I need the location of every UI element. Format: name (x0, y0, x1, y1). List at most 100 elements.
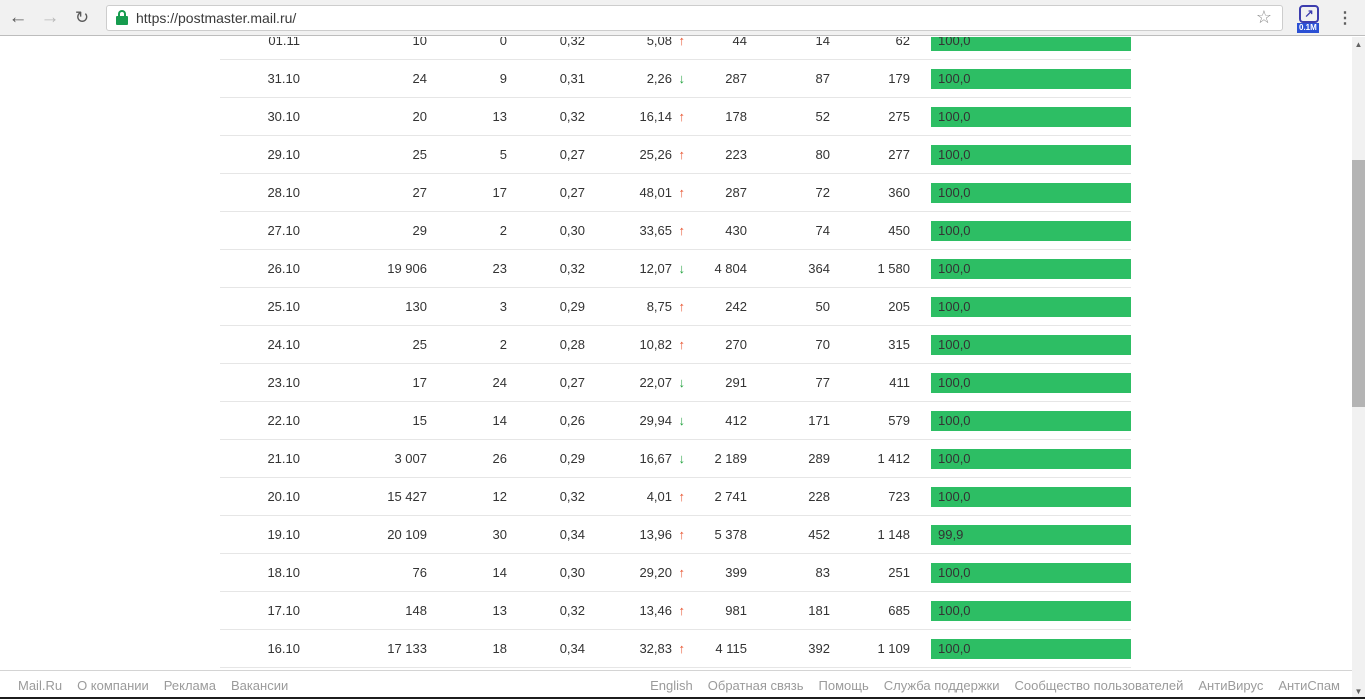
date-cell: 29.10 (267, 147, 300, 162)
footer-link[interactable]: English (650, 677, 693, 693)
percent-bar-cell: 100,0 (910, 372, 1131, 393)
footer-link[interactable]: О компании (77, 677, 149, 693)
value-cell: 25 (412, 337, 427, 352)
table-row: 29.10 25 5 0,27 25,26 ↑ 223 80 277 100,0 (220, 136, 1131, 174)
footer-link[interactable]: Вакансии (230, 677, 289, 693)
value-cell: 450 (888, 223, 910, 238)
value-cell: 72 (815, 185, 830, 200)
value-cell: 0,34 (559, 527, 585, 542)
trend-down-icon: ↓ (678, 261, 686, 276)
percent-bar-cell: 100,0 (910, 600, 1131, 621)
back-icon[interactable]: ← (8, 6, 28, 28)
value-cell: 0,27 (559, 147, 585, 162)
trend-up-icon: ↑ (678, 299, 686, 314)
footer-link[interactable]: Реклама (163, 677, 216, 693)
change-value: 33,65 (639, 223, 672, 238)
date-cell: 31.10 (267, 71, 300, 86)
value-cell: 130 (405, 299, 427, 314)
value-cell: 287 (725, 185, 747, 200)
value-cell: 25 (412, 147, 427, 162)
value-cell: 13 (492, 109, 507, 124)
vertical-scrollbar[interactable]: ▲ ▼ (1352, 37, 1365, 699)
value-cell: 83 (815, 565, 830, 580)
table-row: 16.10 17 133 18 0,34 32,83 ↑ 4 115 392 1 109 100,… (220, 630, 1131, 668)
value-cell: 1 412 (877, 451, 910, 466)
trend-up-icon: ↑ (678, 37, 686, 48)
https-lock-icon[interactable] (116, 10, 128, 25)
percent-bar-cell: 100,0 (910, 410, 1131, 431)
footer-link[interactable]: АнтиВирус (1198, 677, 1264, 693)
value-cell: 430 (725, 223, 747, 238)
percent-bar: 100,0 (931, 448, 1131, 469)
value-cell: 0,32 (559, 489, 585, 504)
value-cell: 171 (808, 413, 830, 428)
address-bar[interactable]: https://postmaster.mail.ru/ ☆ (106, 4, 1283, 31)
scrollbar-thumb[interactable] (1352, 160, 1365, 407)
value-cell: 0,31 (559, 71, 585, 86)
value-cell: 291 (725, 375, 747, 390)
value-cell: 30 (492, 527, 507, 542)
value-cell: 205 (888, 299, 910, 314)
url-text[interactable]: https://postmaster.mail.ru/ (136, 9, 297, 26)
change-cell: 48,01 ↑ (585, 185, 685, 200)
value-cell: 26 (492, 451, 507, 466)
percent-bar: 100,0 (931, 37, 1131, 51)
table-row: 22.10 15 14 0,26 29,94 ↓ 412 171 579 100,0 (220, 402, 1131, 440)
table-row: 25.10 130 3 0,29 8,75 ↑ 242 50 205 100,0 (220, 288, 1131, 326)
footer-link[interactable]: Помощь (818, 677, 869, 693)
chrome-menu-icon[interactable]: ⋮ (1337, 9, 1353, 27)
percent-bar-cell: 100,0 (910, 182, 1131, 203)
value-cell: 0 (499, 37, 507, 48)
reload-icon[interactable]: ↻ (74, 7, 90, 27)
percent-bar: 100,0 (931, 68, 1131, 89)
percent-bar-cell: 100,0 (910, 334, 1131, 355)
change-cell: 12,07 ↓ (585, 261, 685, 276)
footer-link[interactable]: Сообщество пользователей (1014, 677, 1184, 693)
date-cell: 26.10 (267, 261, 300, 276)
date-cell: 24.10 (267, 337, 300, 352)
value-cell: 15 427 (387, 489, 427, 504)
extension-arrow-icon: ↗ (1299, 4, 1319, 23)
trend-up-icon: ↑ (678, 147, 686, 162)
trend-down-icon: ↓ (678, 375, 686, 390)
value-cell: 1 109 (877, 641, 910, 656)
value-cell: 0,27 (559, 185, 585, 200)
change-cell: 25,26 ↑ (585, 147, 685, 162)
value-cell: 77 (815, 375, 830, 390)
change-value: 2,26 (646, 71, 672, 86)
value-cell: 242 (725, 299, 747, 314)
footer-link[interactable]: Служба поддержки (883, 677, 1000, 693)
trend-up-icon: ↑ (678, 641, 686, 656)
value-cell: 3 007 (394, 451, 427, 466)
footer-link[interactable]: Mail.Ru (18, 677, 63, 693)
value-cell: 4 804 (714, 261, 747, 276)
date-cell: 17.10 (267, 603, 300, 618)
footer-link[interactable]: Обратная связь (707, 677, 804, 693)
percent-bar-cell: 100,0 (910, 68, 1131, 89)
extension-icon[interactable]: ↗ 0.1M (1297, 3, 1323, 33)
value-cell: 0,32 (559, 37, 585, 48)
value-cell: 27 (412, 185, 427, 200)
change-cell: 10,82 ↑ (585, 337, 685, 352)
page-content: 01.11 10 0 0,32 5,08 ↑ 44 14 62 100,0 31.10 24 9 0,31… (0, 37, 1352, 699)
change-cell: 8,75 ↑ (585, 299, 685, 314)
value-cell: 14 (815, 37, 830, 48)
value-cell: 148 (405, 603, 427, 618)
footer-link[interactable]: АнтиСпам (1278, 677, 1340, 693)
value-cell: 0,29 (559, 299, 585, 314)
scroll-up-icon[interactable]: ▲ (1354, 40, 1363, 49)
change-value: 13,46 (639, 603, 672, 618)
percent-bar-cell: 100,0 (910, 638, 1131, 659)
bookmark-star-icon[interactable]: ☆ (1255, 7, 1272, 27)
percent-bar-cell: 100,0 (910, 296, 1131, 317)
table-row: 23.10 17 24 0,27 22,07 ↓ 291 77 411 100,0 (220, 364, 1131, 402)
value-cell: 20 109 (387, 527, 427, 542)
value-cell: 70 (815, 337, 830, 352)
forward-icon[interactable]: → (40, 6, 60, 28)
date-cell: 27.10 (267, 223, 300, 238)
value-cell: 87 (815, 71, 830, 86)
scroll-down-icon[interactable]: ▼ (1354, 687, 1363, 696)
percent-bar: 100,0 (931, 372, 1131, 393)
change-value: 16,14 (639, 109, 672, 124)
value-cell: 23 (492, 261, 507, 276)
